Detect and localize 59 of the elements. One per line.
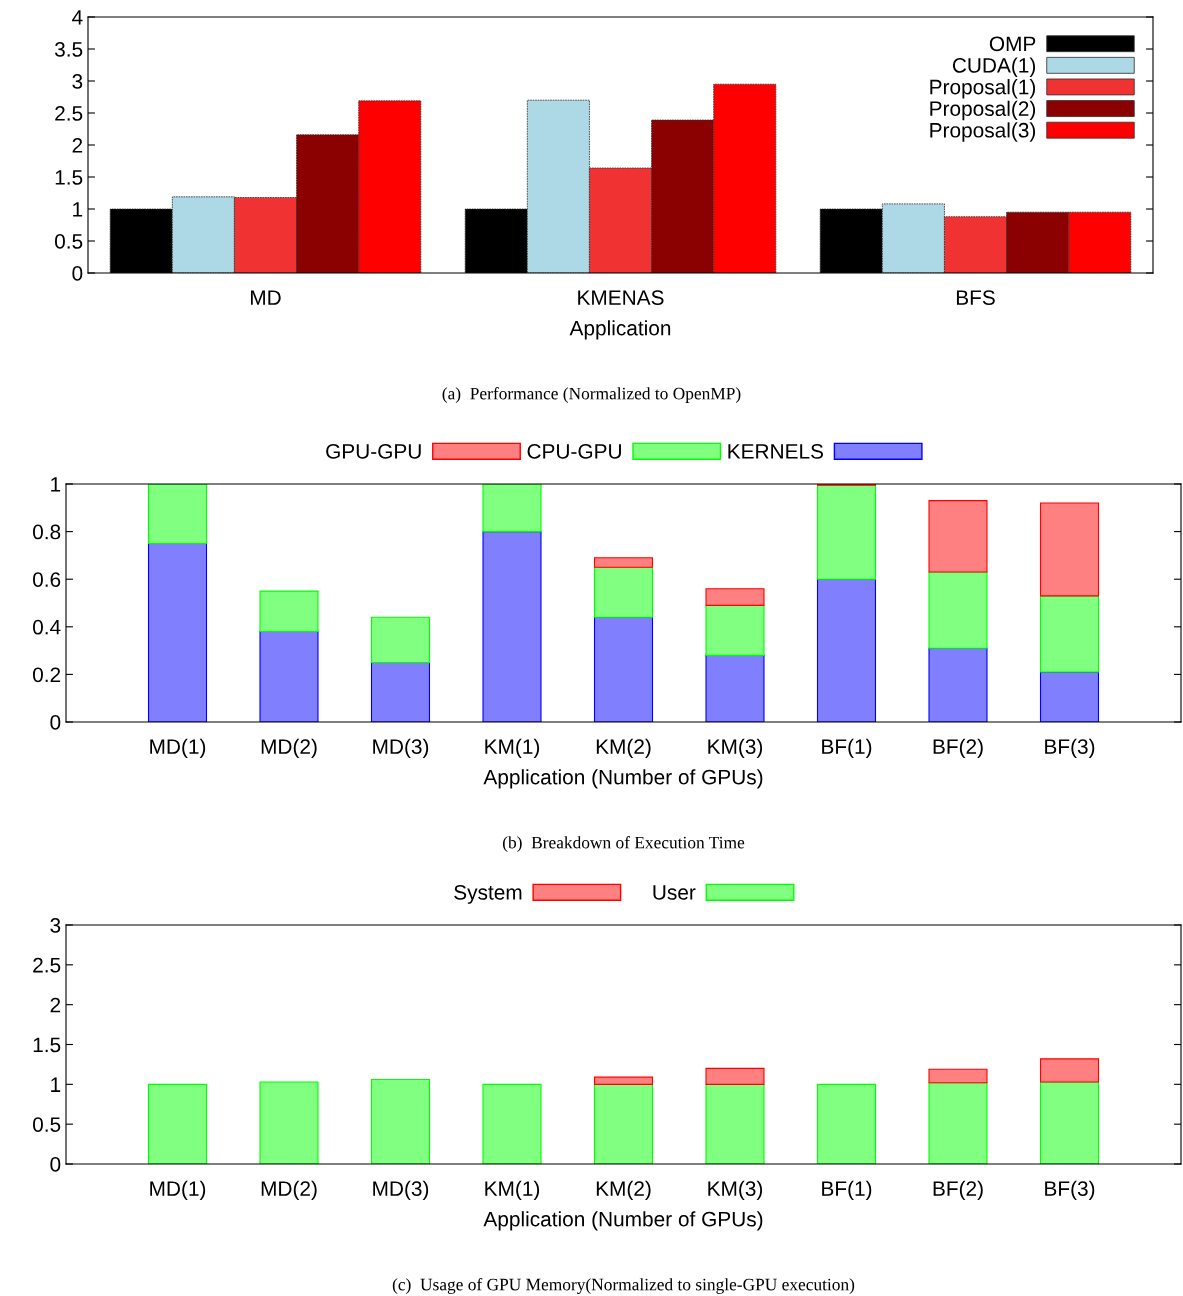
x-tick-label: KM(3) <box>708 1180 763 1201</box>
y-tick-label: 0 <box>50 715 61 730</box>
y-tick-label: 2.5 <box>55 106 83 121</box>
x-tick-label: KM(2) <box>596 738 651 759</box>
x-tick-label: MD(1) <box>150 738 206 759</box>
x-tick-label: BFS <box>956 290 995 305</box>
x-tick-label: MD(2) <box>261 738 317 759</box>
x-tick-label: KM(2) <box>596 1180 651 1201</box>
y-tick-label: 1.5 <box>55 170 83 185</box>
y-tick-label: 1 <box>51 1077 61 1092</box>
x-axis-title: Application <box>569 320 671 340</box>
y-tick-label: 0 <box>72 266 83 281</box>
y-tick-label: 0.5 <box>54 234 83 249</box>
x-tick-label: BF(2) <box>933 1180 983 1201</box>
y-tick-label: 0.4 <box>32 619 61 635</box>
x-tick-label: KM(1) <box>485 1180 540 1201</box>
y-tick-label: 0 <box>50 1157 61 1172</box>
y-tick-label: 1 <box>51 477 61 492</box>
x-tick-label: MD(1) <box>150 1180 206 1201</box>
y-tick-label: 0.2 <box>32 667 61 683</box>
x-axis-title: Application (Number of GPUs) <box>483 1211 763 1231</box>
y-tick-label: 0.5 <box>32 1117 61 1132</box>
x-tick-label: MD <box>251 290 281 305</box>
y-tick-label: 1.5 <box>33 1037 61 1053</box>
x-tick-label: MD(2) <box>261 1180 317 1201</box>
legend-label: Proposal(3) <box>930 122 1036 142</box>
x-tick-label: BF(3) <box>1045 738 1095 759</box>
x-tick-label: BF(3) <box>1045 1180 1095 1201</box>
x-tick-label: BF(1) <box>822 738 872 759</box>
x-tick-label: KM(3) <box>708 738 763 759</box>
y-tick-label: 0.8 <box>32 524 61 540</box>
legend-label: KERNELS <box>728 444 824 459</box>
y-tick-label: 3 <box>72 74 83 89</box>
legend-label: OMP <box>989 36 1036 52</box>
legend-label: Proposal(2) <box>930 100 1036 121</box>
x-tick-label: BF(1) <box>822 1180 872 1201</box>
y-tick-label: 2 <box>72 138 83 153</box>
legend-label: Proposal(1) <box>930 79 1036 99</box>
y-tick-label: 2.5 <box>33 957 61 973</box>
legend-label: GPU-GPU <box>326 444 421 459</box>
legend-label: System <box>454 884 522 904</box>
x-tick-label: MD(3) <box>373 1180 429 1201</box>
x-tick-label: KM(1) <box>485 738 540 759</box>
legend-label: CPU-GPU <box>527 444 621 459</box>
text: (a) Performance (Normalized to OpenMP) <box>442 387 741 403</box>
x-tick-label: BF(2) <box>933 738 983 759</box>
y-tick-label: 3.5 <box>54 42 83 57</box>
y-tick-label: 2 <box>50 997 61 1013</box>
legend-label: CUDA(1) <box>952 57 1036 77</box>
y-tick-label: 4 <box>72 10 83 25</box>
y-tick-label: 1 <box>73 202 83 217</box>
y-tick-label: 0.6 <box>32 572 61 587</box>
text: (b) Breakdown of Execution Time <box>502 836 745 852</box>
x-axis-title: Application (Number of GPUs) <box>483 769 763 789</box>
y-tick-label: 3 <box>50 918 61 933</box>
x-tick-label: MD(3) <box>373 738 429 759</box>
x-tick-label: KMENAS <box>578 290 664 305</box>
text: (c) Usage of GPU Memory(Normalized to single-GPU execution) <box>392 1278 855 1294</box>
legend-label: User <box>653 885 696 900</box>
